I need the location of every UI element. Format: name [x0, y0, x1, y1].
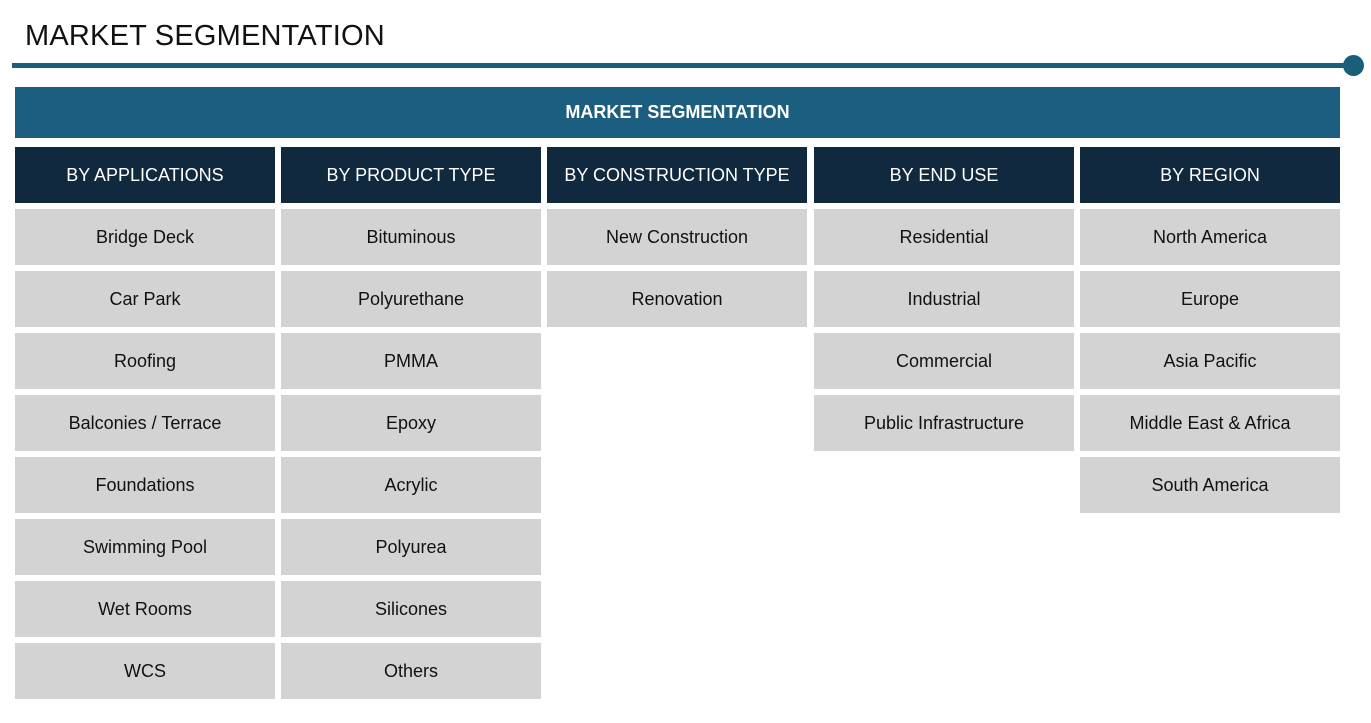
column-by-product-type: BY PRODUCT TYPE Bituminous Polyurethane …: [281, 147, 541, 705]
column-header: BY PRODUCT TYPE: [281, 147, 541, 203]
segment-cell: Public Infrastructure: [814, 395, 1074, 451]
underline-end-dot: [1343, 55, 1364, 76]
segment-cell: North America: [1080, 209, 1340, 265]
column-by-region: BY REGION North America Europe Asia Paci…: [1080, 147, 1340, 519]
segment-cell: Roofing: [15, 333, 275, 389]
segment-cell: Industrial: [814, 271, 1074, 327]
column-by-end-use: BY END USE Residential Industrial Commer…: [814, 147, 1074, 457]
segment-cell: PMMA: [281, 333, 541, 389]
title-underline: [12, 63, 1354, 68]
segment-cell: Acrylic: [281, 457, 541, 513]
segment-cell: Renovation: [547, 271, 807, 327]
segment-cell: New Construction: [547, 209, 807, 265]
segment-cell: WCS: [15, 643, 275, 699]
column-by-applications: BY APPLICATIONS Bridge Deck Car Park Roo…: [15, 147, 275, 705]
segment-cell: Asia Pacific: [1080, 333, 1340, 389]
segment-cell: Polyurea: [281, 519, 541, 575]
segment-cell: Polyurethane: [281, 271, 541, 327]
segment-cell: Silicones: [281, 581, 541, 637]
column-header: BY APPLICATIONS: [15, 147, 275, 203]
column-header: BY REGION: [1080, 147, 1340, 203]
column-by-construction-type: BY CONSTRUCTION TYPE New Construction Re…: [547, 147, 807, 333]
segmentation-banner: MARKET SEGMENTATION: [15, 87, 1340, 138]
segment-cell: Europe: [1080, 271, 1340, 327]
segment-cell: Others: [281, 643, 541, 699]
segment-cell: Car Park: [15, 271, 275, 327]
segment-cell: Commercial: [814, 333, 1074, 389]
segment-cell: South America: [1080, 457, 1340, 513]
segment-cell: Bridge Deck: [15, 209, 275, 265]
column-header: BY END USE: [814, 147, 1074, 203]
segment-cell: Residential: [814, 209, 1074, 265]
segment-cell: Foundations: [15, 457, 275, 513]
segment-cell: Bituminous: [281, 209, 541, 265]
segment-cell: Epoxy: [281, 395, 541, 451]
page-title: MARKET SEGMENTATION: [25, 20, 385, 52]
segment-cell: Middle East & Africa: [1080, 395, 1340, 451]
column-header: BY CONSTRUCTION TYPE: [547, 147, 807, 203]
segment-cell: Balconies / Terrace: [15, 395, 275, 451]
segment-cell: Swimming Pool: [15, 519, 275, 575]
segment-cell: Wet Rooms: [15, 581, 275, 637]
